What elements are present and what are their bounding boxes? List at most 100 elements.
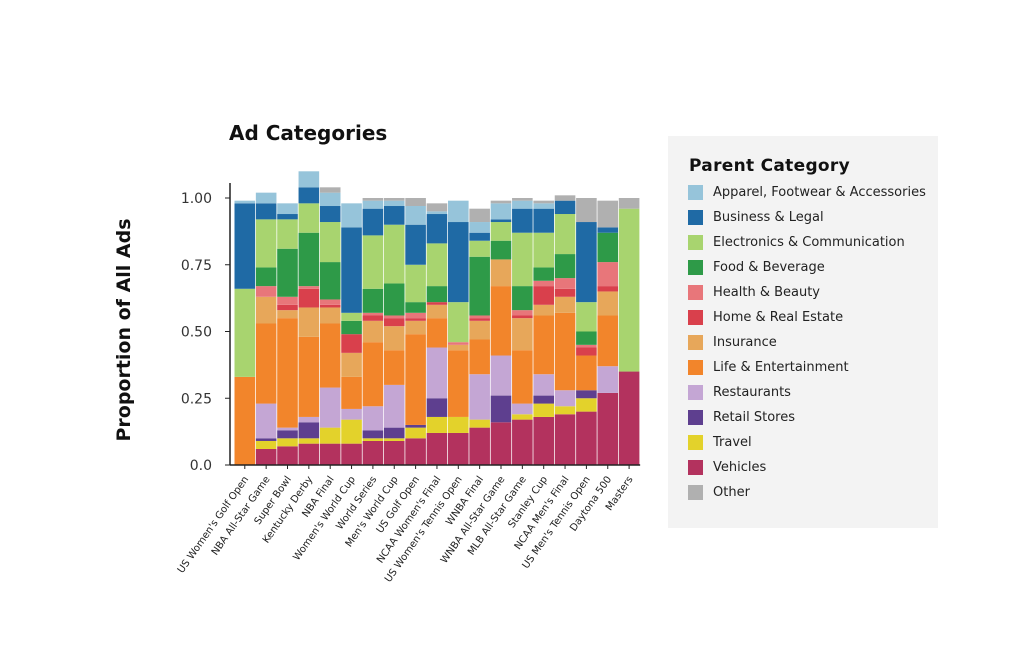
bar-segment — [405, 318, 426, 321]
bar-segment — [383, 384, 405, 428]
bar-segment — [362, 440, 384, 465]
bar-segment — [448, 200, 469, 223]
legend-item: Health & Beauty — [688, 282, 820, 302]
legend-label: Electronics & Communication — [713, 234, 905, 250]
bar-segment — [298, 422, 320, 439]
bar-segment — [554, 254, 576, 279]
bar-segment — [405, 224, 426, 265]
bar-segment — [490, 219, 512, 223]
bar-segment — [490, 259, 512, 287]
bar-segment — [383, 315, 405, 319]
bar-segment — [405, 334, 426, 425]
bar-segment — [405, 438, 426, 465]
bar-segment — [298, 203, 320, 233]
bar-segment — [554, 296, 576, 313]
bar-segment — [383, 283, 405, 316]
bar-segment — [554, 312, 576, 391]
bar-segment — [383, 440, 405, 465]
bar-segment — [298, 336, 320, 417]
bar-segment — [341, 419, 362, 444]
legend-item: Life & Entertainment — [688, 357, 849, 377]
legend-swatch — [688, 459, 703, 475]
bar-segment — [448, 344, 469, 351]
legend-label: Other — [713, 484, 750, 500]
bar-segment — [341, 443, 362, 465]
bar-segment — [576, 331, 597, 345]
bar-segment — [277, 248, 298, 297]
legend-item: Apparel, Footwear & Accessories — [688, 182, 926, 202]
bar-segment — [405, 320, 426, 335]
bar-segment — [255, 192, 277, 204]
legend-swatch — [688, 384, 703, 400]
legend-label: Health & Beauty — [713, 284, 821, 300]
legend-label: Travel — [713, 434, 752, 450]
bar-segment — [469, 318, 490, 321]
legend-item: Home & Real Estate — [688, 307, 843, 327]
bar-segment — [405, 427, 426, 439]
bar-segment — [298, 307, 320, 337]
bar-segment — [405, 312, 426, 319]
bar-segment — [383, 200, 405, 207]
bar-segment — [469, 208, 490, 223]
bar-segment — [298, 232, 320, 287]
bar-segment — [383, 198, 405, 201]
bar-segment — [448, 342, 469, 345]
bar-segment — [533, 395, 554, 404]
bar-segment — [448, 350, 469, 417]
bar-segment — [490, 286, 512, 356]
bar-segment — [255, 440, 277, 449]
bar-segment — [554, 288, 576, 297]
legend-label: Restaurants — [713, 384, 791, 400]
bar-segment — [490, 200, 512, 204]
legend-swatch — [688, 359, 703, 375]
bar-segment — [490, 395, 512, 423]
bar-segment — [533, 416, 554, 465]
legend-title: Parent Category — [689, 156, 850, 176]
bar-segment — [426, 318, 448, 348]
legend-item: Restaurants — [688, 382, 791, 402]
bar-segment — [298, 438, 320, 444]
bar-segment — [383, 427, 405, 439]
bar-segment — [512, 200, 533, 209]
bar-segment — [554, 214, 576, 255]
bar-segment — [448, 416, 469, 433]
legend-swatch — [688, 184, 703, 200]
bar-segment — [319, 299, 341, 305]
bar-segment — [341, 320, 362, 335]
bar-segment — [341, 334, 362, 353]
bar-segment — [319, 304, 341, 308]
bar-segment — [362, 342, 384, 407]
bar-segment — [533, 208, 554, 233]
bar-segment — [255, 203, 277, 220]
bar-segment — [469, 374, 490, 420]
bar-segment — [469, 232, 490, 241]
bar-segment — [319, 307, 341, 324]
bar-segment — [362, 235, 384, 289]
legend-label: Insurance — [713, 334, 777, 350]
legend-swatch — [688, 259, 703, 275]
legend-item: Electronics & Communication — [688, 232, 905, 252]
bar-segment — [383, 224, 405, 284]
bar-segment — [255, 219, 277, 268]
bar-segment — [618, 371, 640, 465]
bar-segment — [597, 366, 619, 393]
legend-item: Retail Stores — [688, 407, 795, 427]
bar-segment — [255, 403, 277, 439]
legend-item: Other — [688, 482, 750, 502]
bar-segment — [554, 406, 576, 415]
bar-segment — [234, 203, 256, 289]
bar-segment — [490, 422, 512, 465]
bar-segment — [512, 318, 533, 351]
bar-segment — [319, 323, 341, 388]
bar-segment — [277, 214, 298, 220]
bar-segment — [597, 200, 619, 228]
y-tick-label: 0.25 — [181, 391, 212, 407]
y-tick-label: 1.00 — [181, 191, 212, 207]
bar-segment — [319, 387, 341, 428]
bar-segment — [597, 286, 619, 292]
bar-segment — [298, 171, 320, 188]
bar-segment — [448, 222, 469, 303]
bar-segment — [362, 208, 384, 236]
bar-segment — [597, 291, 619, 316]
legend-item: Vehicles — [688, 457, 766, 477]
